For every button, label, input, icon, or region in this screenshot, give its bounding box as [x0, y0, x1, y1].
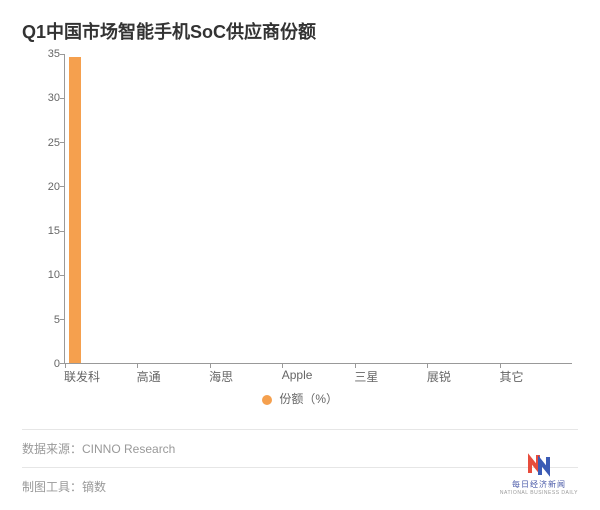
legend-dot	[262, 395, 272, 405]
y-tick-mark	[60, 186, 65, 187]
y-tick-mark	[60, 54, 65, 55]
y-tick-mark	[60, 231, 65, 232]
publisher-logo: 每日经济新闻 NATIONAL BUSINESS DAILY	[500, 453, 578, 496]
y-tick-mark	[60, 319, 65, 320]
chart-title: Q1中国市场智能手机SoC供应商份额	[22, 18, 578, 44]
y-tick-label: 20	[40, 181, 60, 193]
y-axis: 05101520253035	[40, 54, 62, 364]
x-axis-labels: 联发科高通海思Apple三星展锐其它	[64, 364, 572, 384]
chart-area: 05101520253035 联发科高通海思Apple三星展锐其它	[40, 54, 578, 384]
y-tick-label: 0	[40, 358, 60, 370]
logo-main-text: 每日经济新闻	[500, 479, 578, 490]
bar-slot	[500, 54, 572, 363]
bar-slot	[210, 54, 282, 363]
y-tick-label: 30	[40, 92, 60, 104]
x-axis-label: Apple	[282, 364, 355, 384]
y-tick-label: 15	[40, 225, 60, 237]
y-tick-mark	[60, 275, 65, 276]
bar-slot	[427, 54, 499, 363]
y-tick-label: 35	[40, 48, 60, 60]
y-tick-label: 10	[40, 269, 60, 281]
bar-slot	[137, 54, 209, 363]
logo-icon	[524, 453, 554, 477]
legend-label: 份额（%）	[279, 392, 338, 406]
y-tick-label: 5	[40, 314, 60, 326]
x-axis-label: 高通	[137, 364, 210, 384]
bar-slot	[282, 54, 354, 363]
x-axis-label: 三星	[354, 364, 427, 384]
y-tick-mark	[60, 98, 65, 99]
bars-container	[65, 54, 572, 363]
bar	[69, 57, 81, 363]
x-axis-label: 联发科	[64, 364, 137, 384]
legend: 份额（%）	[22, 390, 578, 407]
logo-sub-text: NATIONAL BUSINESS DAILY	[500, 490, 578, 496]
y-tick-mark	[60, 142, 65, 143]
y-tick-label: 25	[40, 137, 60, 149]
x-axis-label: 其它	[499, 364, 572, 384]
plot-area	[64, 54, 572, 364]
x-axis-label: 海思	[209, 364, 282, 384]
x-axis-label: 展锐	[427, 364, 500, 384]
bar-slot	[355, 54, 427, 363]
bar-slot	[65, 54, 137, 363]
chart-tool: 制图工具：镝数	[22, 467, 578, 505]
data-source: 数据来源：CINNO Research	[22, 429, 578, 467]
